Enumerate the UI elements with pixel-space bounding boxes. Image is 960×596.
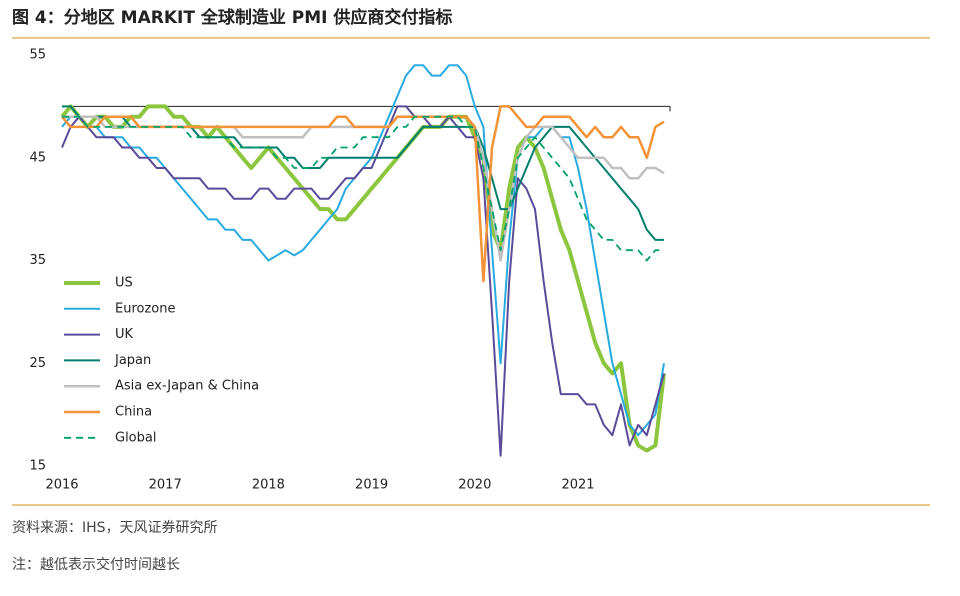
x-tick-label: 2018 [252,478,285,493]
legend-label: Global [115,430,156,445]
series-line [61,105,665,283]
x-tick-label: 2021 [561,478,594,493]
series-line [62,115,664,262]
legend-label: UK [115,327,134,342]
x-tick-label: 2017 [149,478,182,493]
x-tick-label: 2019 [355,478,388,493]
series-line [60,104,666,453]
source: 资料来源：IHS，天风证券研究所 [12,520,218,536]
y-tick-label: 35 [29,253,46,268]
note: 注：越低表示交付时间越长 [12,556,180,573]
y-tick-label: 45 [29,150,46,165]
legend-label: US [115,276,133,291]
x-tick-label: 2020 [458,478,491,493]
x-tick-label: 2016 [45,478,78,493]
legend-label: Asia ex-Japan & China [115,379,259,394]
y-tick-label: 55 [29,48,46,63]
legend-label: Japan [114,353,151,368]
legend-label: China [115,405,152,420]
legend-label: Eurozone [115,301,175,316]
series-line [61,105,665,457]
y-tick-label: 15 [29,459,46,474]
chart-title: 图 4：分地区 MARKIT 全球制造业 PMI 供应商交付指标 [12,7,452,28]
y-tick-label: 25 [29,356,46,371]
